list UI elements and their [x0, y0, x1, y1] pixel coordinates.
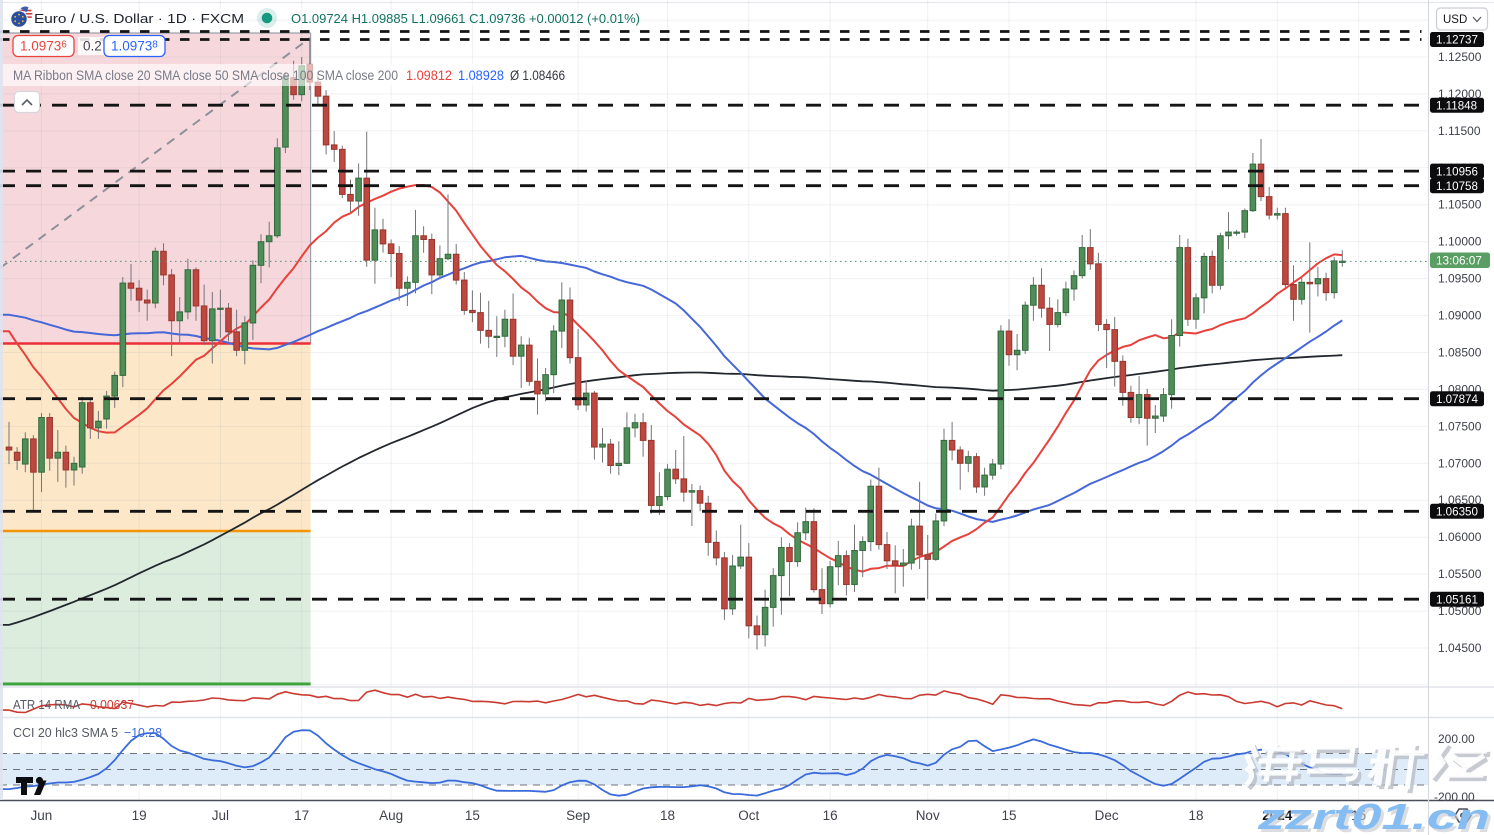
svg-text:1.10500: 1.10500: [1438, 198, 1482, 212]
svg-text:16: 16: [823, 808, 838, 823]
svg-text:200.00: 200.00: [1438, 732, 1475, 746]
svg-text:Aug: Aug: [379, 808, 403, 823]
svg-text:1.11500: 1.11500: [1438, 124, 1481, 138]
svg-text:2024: 2024: [1262, 808, 1293, 823]
svg-text:1.07874: 1.07874: [1436, 393, 1478, 406]
svg-text:17: 17: [294, 808, 309, 823]
svg-text:1.10000: 1.10000: [1438, 235, 1482, 249]
svg-text:Dec: Dec: [1095, 808, 1119, 823]
svg-text:Jul: Jul: [212, 808, 229, 823]
svg-text:1.09000: 1.09000: [1438, 309, 1482, 323]
svg-text:1.05000: 1.05000: [1438, 604, 1482, 618]
svg-text:1.10956: 1.10956: [1436, 165, 1478, 178]
svg-text:Sep: Sep: [566, 808, 590, 823]
svg-text:Nov: Nov: [916, 808, 940, 823]
svg-text:1.04500: 1.04500: [1438, 641, 1482, 655]
svg-text:0.2: 0.2: [83, 39, 102, 54]
svg-text:ATR 14 RMA: ATR 14 RMA: [13, 697, 80, 712]
svg-text:-200.00: -200.00: [1434, 790, 1475, 804]
svg-text:1.08928: 1.08928: [458, 68, 504, 84]
svg-text:0.00637: 0.00637: [90, 697, 134, 712]
svg-text:Ø 1.08466: Ø 1.08466: [510, 68, 565, 84]
svg-text:USD: USD: [1443, 14, 1467, 26]
svg-text:1.12737: 1.12737: [1436, 34, 1478, 47]
svg-text:zzrt01.cn: zzrt01.cn: [1256, 796, 1490, 835]
svg-text:1.07500: 1.07500: [1438, 419, 1482, 433]
svg-text:1.08500: 1.08500: [1438, 346, 1482, 360]
svg-text:1.09812: 1.09812: [406, 68, 452, 84]
svg-text:O1.09724 H1.09885 L1.09661 C1.: O1.09724 H1.09885 L1.09661 C1.09736 +0.0…: [291, 11, 640, 26]
svg-text:Oct: Oct: [738, 808, 759, 823]
svg-text:1.05500: 1.05500: [1438, 567, 1482, 581]
svg-text:1.09500: 1.09500: [1438, 272, 1482, 286]
svg-text:1.06500: 1.06500: [1438, 493, 1482, 507]
svg-text:1.11848: 1.11848: [1436, 99, 1477, 112]
svg-text:13:06:07: 13:06:07: [1436, 254, 1482, 268]
svg-text:1.10758: 1.10758: [1436, 180, 1478, 193]
svg-text:−10.28: −10.28: [124, 725, 162, 740]
svg-text:1.12000: 1.12000: [1438, 87, 1482, 101]
svg-text:CCI 20 hlc3 SMA 5: CCI 20 hlc3 SMA 5: [13, 725, 118, 740]
svg-text:zzrt01.cn: zzrt01.cn: [1259, 799, 1493, 835]
svg-text:18: 18: [1188, 808, 1203, 823]
svg-text:1.05161: 1.05161: [1436, 593, 1478, 606]
svg-text:18: 18: [660, 808, 675, 823]
svg-text:Jun: Jun: [31, 808, 53, 823]
svg-text:15: 15: [1351, 808, 1366, 823]
svg-text:19: 19: [132, 808, 147, 823]
svg-text:1.09738: 1.09738: [111, 39, 158, 54]
svg-text:1.06000: 1.06000: [1438, 530, 1482, 544]
svg-text:MA Ribbon SMA close 20 SMA clo: MA Ribbon SMA close 20 SMA close 50 SMA …: [13, 68, 398, 84]
svg-text:1.06350: 1.06350: [1436, 506, 1478, 519]
svg-text:1.07000: 1.07000: [1438, 456, 1482, 470]
svg-text:15: 15: [1001, 808, 1016, 823]
svg-text:15: 15: [465, 808, 480, 823]
svg-text:1.12500: 1.12500: [1438, 50, 1482, 64]
svg-text:1.09736: 1.09736: [20, 39, 67, 54]
svg-text:Euro / U.S. Dollar · 1D · FXCM: Euro / U.S. Dollar · 1D · FXCM: [34, 11, 244, 26]
